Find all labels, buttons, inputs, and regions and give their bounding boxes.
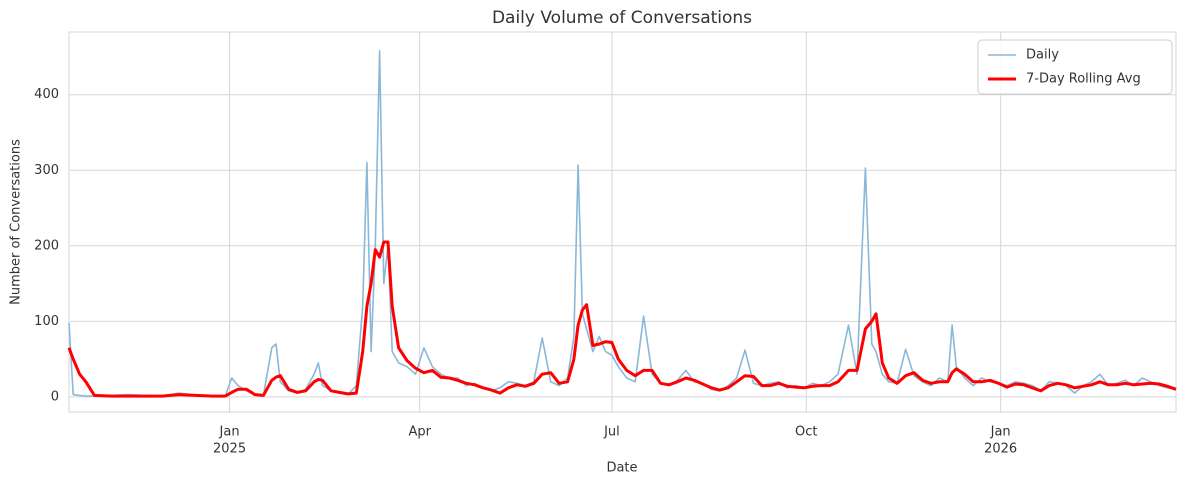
x-tick-label: Apr <box>408 425 431 440</box>
legend-box <box>977 39 1173 95</box>
y-tick-label: 300 <box>34 163 59 178</box>
series-line <box>67 240 1177 398</box>
y-axis-label: Number of Conversations <box>9 139 24 305</box>
x-tick-year: 2025 <box>213 442 246 457</box>
legend-label: 7-Day Rolling Avg <box>1026 72 1141 87</box>
y-tick-label: 0 <box>51 389 59 404</box>
y-tick-label: 400 <box>34 87 59 102</box>
series-line <box>68 50 1177 397</box>
legend-label: Daily <box>1026 48 1059 63</box>
chart-title: Daily Volume of Conversations <box>492 8 752 28</box>
x-tick-label: Jan <box>990 425 1011 440</box>
x-tick-year: 2026 <box>984 442 1017 457</box>
x-axis-label: Date <box>606 461 637 476</box>
x-tick-label: Oct <box>795 425 817 440</box>
y-tick-label: 100 <box>34 314 59 329</box>
plot-frame <box>68 31 1177 413</box>
y-tick-label: 200 <box>34 238 59 253</box>
x-tick-label: Jan <box>219 425 240 440</box>
x-tick-label: Jul <box>603 425 620 440</box>
